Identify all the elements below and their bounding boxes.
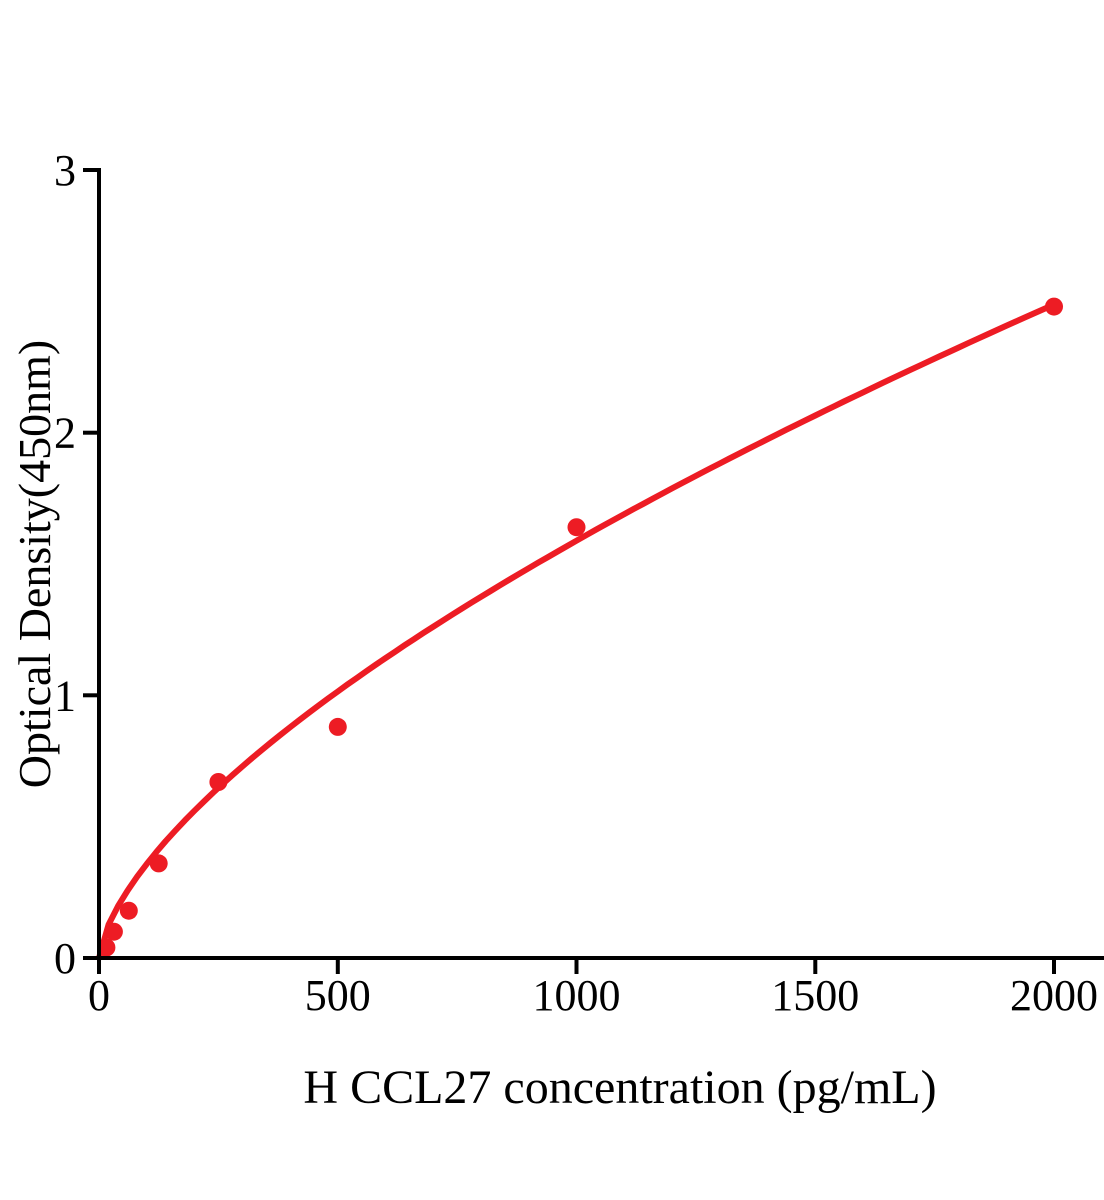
x-tick-label: 2000 bbox=[1010, 971, 1098, 1020]
data-point bbox=[209, 773, 228, 791]
y-tick-label: 0 bbox=[54, 934, 76, 983]
y-axis-title: Optical Density(450nm) bbox=[9, 340, 60, 788]
data-points bbox=[97, 297, 1063, 957]
y-tick-label: 2 bbox=[54, 409, 76, 458]
data-point bbox=[97, 938, 116, 957]
x-tick-label: 1500 bbox=[771, 971, 859, 1020]
y-tick-label: 3 bbox=[54, 146, 76, 195]
x-axis: 0 500 1000 1500 2000 bbox=[88, 956, 1104, 1020]
y-ticks: 0 1 2 3 bbox=[54, 146, 99, 983]
y-axis: 0 1 2 3 bbox=[54, 146, 101, 983]
x-tick-label: 500 bbox=[305, 971, 371, 1020]
y-tick-label: 1 bbox=[54, 671, 76, 720]
fit-curve-line bbox=[96, 301, 1057, 961]
data-point bbox=[328, 717, 347, 736]
data-point bbox=[567, 518, 586, 537]
data-point bbox=[104, 922, 123, 941]
x-ticks: 0 500 1000 1500 2000 bbox=[88, 958, 1098, 1020]
x-tick-label: 0 bbox=[88, 971, 110, 1020]
data-point bbox=[1045, 297, 1063, 316]
x-axis-title: H CCL27 concentration (pg/mL) bbox=[303, 1061, 936, 1114]
data-point bbox=[119, 901, 138, 920]
data-point bbox=[149, 854, 168, 873]
x-tick-label: 1000 bbox=[533, 971, 621, 1020]
